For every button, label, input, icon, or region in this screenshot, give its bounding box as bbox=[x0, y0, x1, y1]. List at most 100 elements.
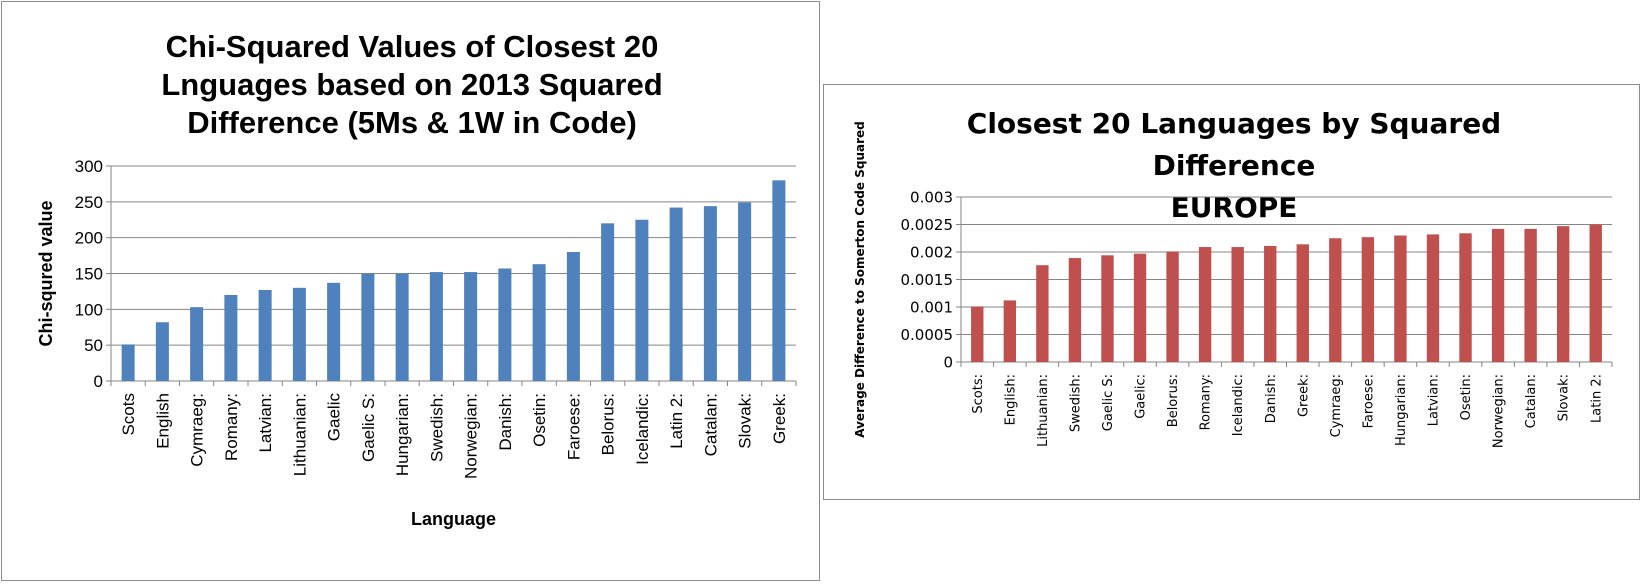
y-tick-label: 0.002 bbox=[910, 243, 953, 261]
bar bbox=[429, 272, 443, 381]
x-tick-label: Faroese: bbox=[1361, 374, 1376, 428]
bar-chart-squared-difference: 0 0.0005 0.001 0.0015 0.002 0.0025 0.003 Scots:… bbox=[853, 121, 1613, 448]
x-tick-label: English: bbox=[1003, 374, 1018, 425]
x-tick-label: Hungarian: bbox=[393, 393, 412, 476]
bar bbox=[1361, 237, 1375, 362]
x-tick-label: Danish: bbox=[496, 393, 515, 451]
x-tick-label: Greek: bbox=[770, 393, 789, 444]
y-tick-label: 0.0025 bbox=[901, 216, 954, 234]
bar bbox=[1394, 235, 1407, 362]
x-tick-label: Romany: bbox=[1199, 374, 1214, 430]
x-tick-label: Latvian: bbox=[1427, 374, 1442, 426]
bar bbox=[1133, 253, 1147, 362]
x-tick-label: Greek: bbox=[1296, 374, 1311, 417]
x-tick-label: Danish: bbox=[1264, 374, 1279, 423]
bar bbox=[1459, 233, 1472, 362]
bar bbox=[635, 219, 649, 381]
bar-chart-chi-squared: 0 50 100 150 200 250 300 Scots English Cymraeg: Ro… bbox=[36, 157, 797, 529]
x-tick-label: Lithuanian: bbox=[1036, 374, 1051, 447]
bar bbox=[1556, 226, 1570, 362]
x-tick-label: Lithuanian: bbox=[290, 393, 309, 476]
y-tick-label: 0.001 bbox=[910, 298, 953, 316]
bar bbox=[1329, 238, 1342, 362]
x-tick-label: Gaelic bbox=[325, 393, 344, 442]
x-tick-label: Osetin: bbox=[1459, 374, 1474, 420]
x-tick-label: Belorus: bbox=[599, 393, 618, 455]
bar bbox=[1231, 247, 1244, 362]
x-tick-label: Faroese: bbox=[564, 393, 583, 460]
bar bbox=[361, 273, 375, 381]
bar bbox=[498, 268, 512, 381]
bar bbox=[971, 306, 984, 362]
bar bbox=[1491, 228, 1505, 362]
y-tick-label: 300 bbox=[75, 157, 103, 176]
bar bbox=[327, 282, 341, 381]
x-tick-label: Gaelic S: bbox=[359, 393, 378, 462]
x-tick-label: Latvian: bbox=[256, 393, 275, 453]
chart-panel-chi-squared: Chi-Squared Values of Closest 20 Lnguage… bbox=[1, 1, 820, 581]
x-tick-label: Catalan: bbox=[1524, 374, 1539, 428]
y-axis-title: Chi-squred value bbox=[36, 200, 56, 346]
y-tick-label: 250 bbox=[75, 193, 103, 212]
bar bbox=[738, 202, 752, 381]
bar bbox=[258, 289, 272, 381]
x-tick-label: Latin 2: bbox=[1589, 374, 1604, 423]
bar bbox=[464, 272, 478, 381]
y-tick-label: 0.0015 bbox=[901, 271, 954, 289]
bar bbox=[1198, 247, 1212, 362]
y-axis-title: Average Difference to Somerton Code Squa… bbox=[853, 121, 867, 438]
x-tick-label: Scots bbox=[119, 393, 138, 436]
y-tick-label: 0.0005 bbox=[901, 326, 954, 344]
bar bbox=[601, 223, 615, 381]
x-tick-label: Swedish: bbox=[1068, 374, 1083, 432]
bar bbox=[1003, 300, 1017, 362]
y-tick-label: 0.003 bbox=[910, 188, 953, 206]
x-tick-label: Belorus: bbox=[1166, 374, 1181, 427]
bar bbox=[1426, 234, 1440, 362]
x-tick-label: Icelandic: bbox=[1231, 374, 1246, 436]
chart-panel-squared-difference: Closest 20 Languages by Squared Differen… bbox=[823, 84, 1640, 500]
bar bbox=[566, 252, 580, 381]
y-tick-label: 100 bbox=[75, 300, 103, 319]
x-tick-label: English bbox=[153, 393, 172, 449]
bar bbox=[155, 322, 169, 381]
x-tick-label: Norwegian: bbox=[462, 393, 481, 479]
chart-title: Chi-Squared Values of Closest 20 Lnguage… bbox=[161, 29, 663, 140]
bar bbox=[395, 273, 409, 381]
bar bbox=[1296, 244, 1309, 362]
x-tick-label: Catalan: bbox=[701, 393, 720, 456]
x-tick-label: Romany: bbox=[222, 393, 241, 461]
x-tick-label: Scots: bbox=[971, 374, 986, 414]
x-tick-label: Latin 2: bbox=[667, 393, 686, 449]
x-tick-label: Gaelic: bbox=[1134, 374, 1149, 419]
y-tick-label: 150 bbox=[75, 264, 103, 283]
x-tick-label: Osetin: bbox=[530, 393, 549, 447]
x-axis-title: Language bbox=[411, 509, 496, 529]
bar bbox=[1036, 265, 1049, 362]
bar bbox=[1166, 251, 1179, 362]
bar bbox=[121, 344, 135, 381]
bar bbox=[224, 295, 238, 381]
x-tick-label: Icelandic: bbox=[633, 393, 652, 465]
bar bbox=[1264, 245, 1277, 362]
bar bbox=[1524, 228, 1537, 362]
bar bbox=[532, 264, 546, 381]
y-tick-label: 200 bbox=[75, 229, 103, 248]
bar bbox=[1068, 258, 1082, 362]
x-tick-label: Cymraeg: bbox=[1329, 374, 1344, 437]
y-tick-label: 50 bbox=[84, 336, 103, 355]
bar bbox=[1101, 255, 1114, 362]
x-tick-label: Norwegian: bbox=[1492, 374, 1507, 448]
x-tick-label: Swedish: bbox=[427, 393, 446, 462]
x-tick-label: Hungarian: bbox=[1394, 374, 1409, 446]
y-tick-label: 0 bbox=[94, 372, 103, 391]
bar bbox=[772, 180, 786, 381]
x-tick-label: Slovak: bbox=[1557, 374, 1572, 421]
y-tick-label: 0 bbox=[943, 353, 953, 371]
bar bbox=[1589, 224, 1602, 362]
x-tick-label: Slovak: bbox=[736, 393, 755, 449]
x-tick-label: Gaelic S: bbox=[1101, 374, 1116, 431]
x-tick-label: Cymraeg: bbox=[188, 393, 207, 467]
bar bbox=[703, 206, 717, 381]
bar bbox=[190, 307, 204, 381]
